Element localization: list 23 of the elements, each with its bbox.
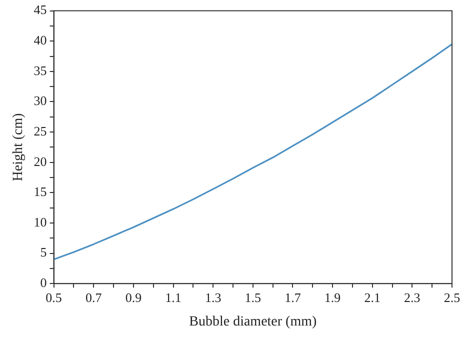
x-tick-label: 2.3 <box>404 290 420 305</box>
y-tick-label: 45 <box>34 2 47 18</box>
y-tick-label: 40 <box>34 32 47 48</box>
x-tick-label: 1.1 <box>165 290 182 305</box>
y-tick-label: 35 <box>34 62 47 78</box>
x-axis-title: Bubble diameter (mm) <box>189 314 317 330</box>
y-tick-label: 10 <box>34 214 47 230</box>
y-tick-label: 15 <box>34 184 47 200</box>
x-tick-label: 1.7 <box>284 290 302 305</box>
x-tick-label: 0.9 <box>125 290 142 305</box>
x-tick-label: 1.3 <box>204 290 222 305</box>
x-tick-label: 2.1 <box>364 290 380 305</box>
y-tick-label: 25 <box>34 123 47 138</box>
y-tick-label: 20 <box>34 154 47 169</box>
y-tick-label: 30 <box>34 93 47 108</box>
y-axis-title: Height (cm) <box>11 112 26 182</box>
y-tick-label: 5 <box>40 244 47 260</box>
x-tick-label: 0.5 <box>46 290 62 305</box>
x-tick-label: 2.5 <box>444 290 460 305</box>
x-tick-label: 1.5 <box>244 290 262 305</box>
y-tick-label: 0 <box>40 275 47 290</box>
x-tick-label: 0.7 <box>85 290 102 305</box>
x-tick-label: 1.9 <box>324 290 341 305</box>
